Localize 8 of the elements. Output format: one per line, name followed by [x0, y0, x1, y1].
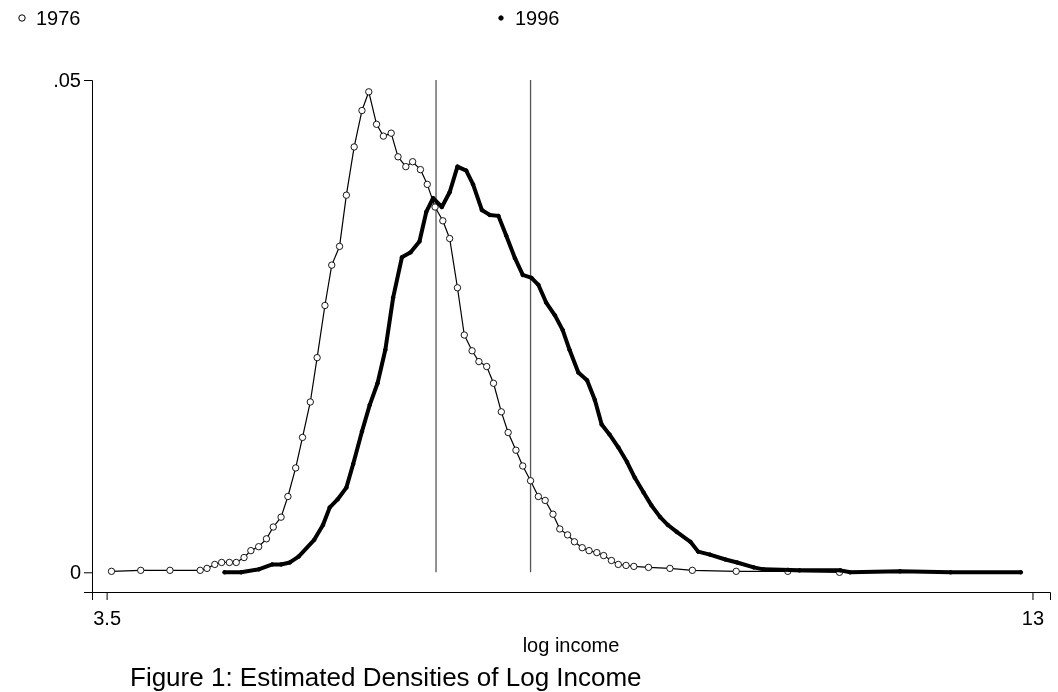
x-axis-title: log income: [522, 634, 620, 656]
x-tick-label: 13: [1021, 607, 1045, 629]
text: Figure 1: Estimated Densities of Log Income: [130, 662, 642, 692]
legend-label: 1996: [515, 7, 560, 29]
x-tick-label: 3.5: [93, 607, 122, 629]
legend-label: 1976: [36, 7, 81, 29]
y-tick-label: .05: [53, 68, 81, 91]
y-tick-label: 0: [69, 561, 81, 584]
